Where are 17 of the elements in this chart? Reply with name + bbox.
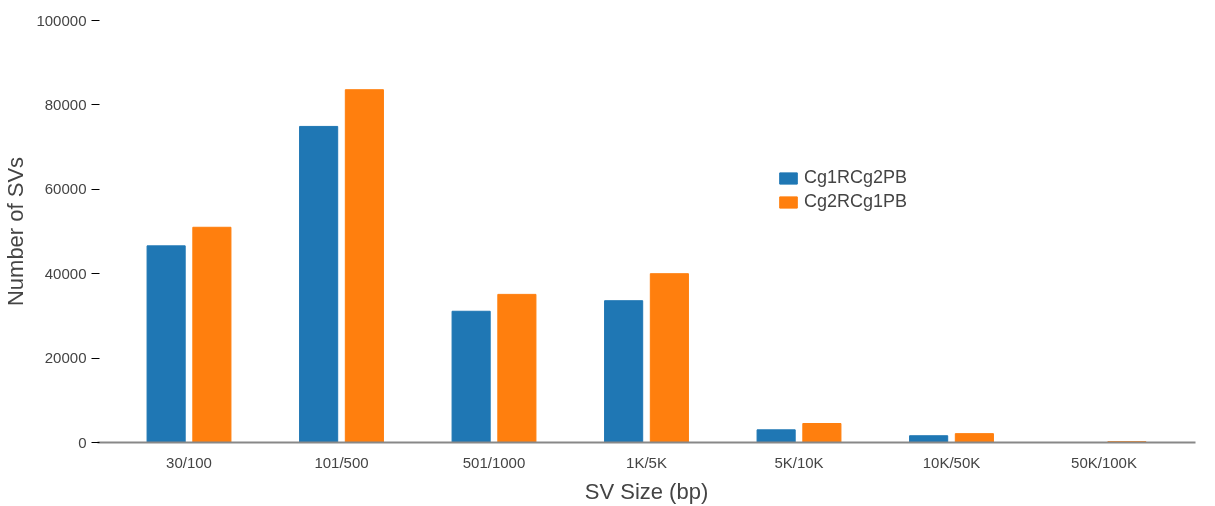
- x-tick-label: 101/500: [314, 453, 369, 471]
- y-tick-label: 60000: [44, 180, 87, 198]
- legend-label: Cg1RCg2PB: [804, 167, 908, 188]
- x-tick-label: 10K/50K: [922, 453, 981, 471]
- y-tick-label: 40000: [44, 264, 87, 282]
- y-tick-label: 0: [78, 433, 87, 451]
- y-tick-label: 20000: [44, 349, 87, 367]
- y-tick-label: 80000: [44, 95, 87, 113]
- x-tick-label: 501/1000: [462, 453, 526, 471]
- x-tick-label: 1K/5K: [626, 453, 667, 471]
- y-axis-title: Number of SVs: [3, 156, 29, 307]
- x-tick-label: 5K/10K: [774, 453, 824, 471]
- legend-label: Cg2RCg1PB: [804, 191, 908, 212]
- x-tick-label: 30/100: [166, 453, 212, 471]
- x-axis-title: SV Size (bp): [584, 478, 709, 504]
- y-tick-label: 100000: [36, 11, 87, 29]
- x-tick-label: 50K/100K: [1071, 453, 1137, 471]
